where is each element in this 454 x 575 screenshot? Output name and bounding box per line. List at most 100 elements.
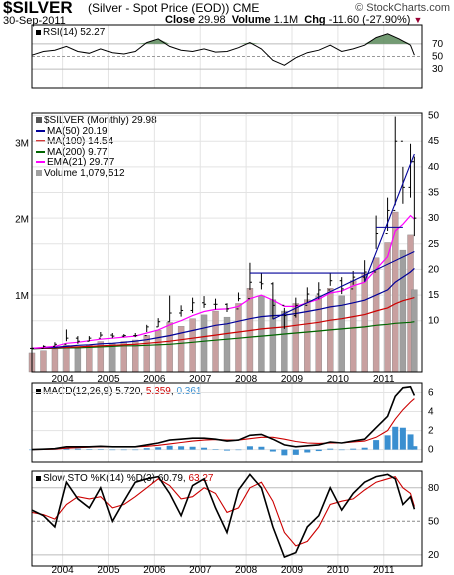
- chg-label: Chg: [304, 14, 326, 26]
- volume-bar: [51, 348, 59, 373]
- macd-histogram-bar: [143, 448, 150, 450]
- brand-logo: © StockCharts.com: [355, 2, 450, 14]
- macd-histogram-bar: [399, 427, 406, 450]
- year-tick-label-bottom: 2004: [51, 565, 74, 575]
- volume-tick-label: 3M: [15, 138, 29, 149]
- macd-histogram-bar: [63, 448, 70, 450]
- price-tick-label: 50: [428, 111, 440, 122]
- volume-bar: [200, 314, 208, 373]
- macd-histogram-bar: [338, 449, 345, 451]
- macd-histogram-bar: [384, 435, 391, 450]
- year-tick-label-bottom: 2008: [235, 565, 258, 575]
- rsi-legend: RSI(14) 52.27: [36, 27, 105, 38]
- macd-legend: MACD(12,26,9) 5.720, 5.359, 0.361: [36, 386, 201, 397]
- macd-histogram-bar: [407, 434, 414, 450]
- volume-bar: [349, 280, 357, 373]
- macd-histogram-bar: [201, 447, 208, 450]
- legend-swatch-icon: [36, 475, 41, 481]
- volume-bar: [86, 345, 93, 373]
- sto-label-prefix: Slow STO %K(14) %D(3): [43, 473, 156, 484]
- volume-label: Volume: [231, 14, 271, 26]
- volume-bar: [338, 295, 345, 373]
- quote-stats: Close 29.98 Volume 1.1M Chg -11.60 (-27.…: [165, 14, 422, 26]
- macd-histogram-bar: [166, 445, 173, 450]
- rsi-tick-label: 30: [432, 64, 444, 75]
- ma200-swatch-icon: [36, 150, 45, 153]
- year-tick-label: 2006: [143, 374, 166, 385]
- price-tick-label: 40: [428, 162, 440, 173]
- sto-d-value: 63.27: [188, 473, 214, 484]
- ma50-swatch-icon: [36, 129, 45, 132]
- chg-value: -11.60 (-27.90%): [328, 14, 411, 26]
- ema21-line: [31, 214, 415, 349]
- date-label: 30-Sep-2011: [3, 15, 66, 27]
- macd-histogram-bar: [350, 448, 357, 450]
- macd-histogram-bar: [109, 449, 116, 451]
- year-tick-label: 2007: [189, 374, 212, 385]
- volume-bar: [315, 295, 322, 373]
- description-text: (Silver - Spot Price (EOD)): [88, 1, 230, 15]
- volume-bar: [63, 345, 70, 373]
- ma50-legend-row: MA(50) 20.19: [36, 125, 157, 138]
- price-tick-label: 45: [428, 136, 440, 147]
- price-tick-label: 30: [428, 213, 440, 224]
- macd-histogram-bar: [246, 446, 253, 450]
- price-panel-frame: [31, 112, 423, 373]
- macd-histogram-bar: [132, 449, 139, 451]
- macd-hist-value: 0.361: [176, 386, 202, 397]
- volume-tick-label: 1M: [15, 291, 29, 302]
- close-label: Close: [165, 14, 195, 26]
- macd-histogram-bar: [178, 446, 185, 450]
- close-value: 29.98: [198, 14, 226, 26]
- ma50-legend-text: MA(50) 20.19: [47, 125, 108, 137]
- price-legend-row: $SILVER (Monthly) 29.98: [36, 115, 157, 127]
- macd-histogram-bar: [392, 426, 399, 450]
- macd-histogram-bar: [315, 449, 322, 452]
- rsi-tick-label: 50: [432, 52, 444, 63]
- volume-bar: [40, 350, 47, 373]
- symbol-description: (Silver - Spot Price (EOD)) CME: [88, 1, 259, 15]
- macd-histogram-bar: [269, 449, 276, 452]
- volume-value: 1.1M: [273, 14, 299, 26]
- volume-bar: [189, 318, 196, 373]
- year-tick-label: 2011: [373, 374, 395, 385]
- price-label: $SILVER (Monthly) 29.98: [44, 115, 157, 126]
- macd-histogram-bar: [292, 449, 299, 455]
- trendline: [364, 153, 415, 282]
- year-tick-label-bottom: 2011: [373, 565, 395, 575]
- price-tick-label: 10: [428, 316, 440, 327]
- sto-d-line: [31, 475, 415, 547]
- volume-bar: [258, 295, 265, 373]
- volume-bar: [399, 249, 407, 373]
- year-tick-label-bottom: 2009: [281, 565, 304, 575]
- macd-tick-label: 2: [428, 426, 434, 437]
- year-tick-label-bottom: 2006: [143, 565, 166, 575]
- macd-histogram-bar: [224, 449, 230, 451]
- volume-bar: [361, 272, 368, 373]
- sto-k-value: 60.79: [157, 473, 183, 484]
- down-arrow-icon: ▼: [413, 15, 423, 25]
- sto-panel-frame: [31, 470, 423, 567]
- macd-histogram-bar: [235, 449, 242, 451]
- price-tick-label: 20: [428, 264, 440, 275]
- macd-histogram-bar: [373, 440, 380, 450]
- macd-signal-line: [31, 398, 415, 451]
- volume-legend-row: Volume 1,079,512: [36, 167, 157, 180]
- price-tick-label: 35: [428, 187, 440, 198]
- exchange-text: CME: [232, 1, 260, 15]
- ma50-line: [31, 267, 415, 349]
- macd-histogram-bar: [281, 449, 288, 456]
- legend-swatch-icon: [36, 388, 41, 394]
- rsi-label: RSI(14) 52.27: [43, 27, 106, 38]
- candle-swatch-icon: [36, 117, 42, 124]
- sto-tick-label: 80: [428, 483, 440, 494]
- macd-label-prefix: MACD(12,26,9): [43, 386, 113, 397]
- volume-legend-text: Volume 1,079,512: [44, 167, 125, 179]
- macd-signal-value: 5.359: [145, 386, 171, 397]
- macd-tick-label: 4: [428, 407, 434, 418]
- year-tick-label: 2009: [281, 374, 304, 385]
- sto-tick-label: 50: [428, 516, 440, 527]
- macd-line: [31, 385, 416, 451]
- ma200-line: [31, 321, 415, 350]
- ma200-legend-text: MA(200) 9.77: [47, 146, 108, 158]
